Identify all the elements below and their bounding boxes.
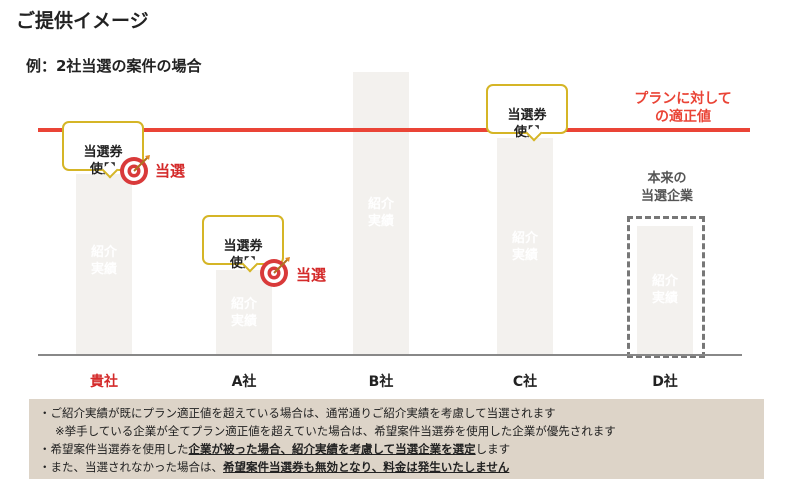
voucher-bubble-a: 当選券 使用 bbox=[202, 215, 284, 273]
note-line-3: ・希望案件当選券を使用した企業が被った場合、紹介実績を考慮して当選企業を選定しま… bbox=[39, 441, 510, 457]
original-winner-label: 本来の 当選企業 bbox=[640, 171, 693, 204]
note-line-1: ・ご紹介実績が既にプラン適正値を超えている場合は、通常通りご紹介実績を考慮して当… bbox=[39, 406, 556, 420]
bar-kisha: 紹介 実績 bbox=[76, 174, 132, 355]
note-text: ・希望案件当選券を使用した bbox=[39, 442, 189, 456]
notes-box: ・ご紹介実績が既にプラン適正値を超えている場合は、通常通りご紹介実績を考慮して当… bbox=[29, 399, 764, 479]
note-emphasis: 希望案件当選券も無効となり、料金は発生いたしません bbox=[223, 460, 510, 474]
company-label-b: B社 bbox=[368, 374, 394, 390]
company-label-kisha: 貴社 bbox=[90, 374, 118, 390]
won-label-kisha: 当選 bbox=[155, 162, 186, 180]
won-label-a: 当選 bbox=[296, 266, 327, 284]
note-text: ・また、当選されなかった場合は、 bbox=[39, 460, 223, 474]
target-icon bbox=[260, 257, 290, 287]
note-line-4: ・また、当選されなかった場合は、希望案件当選券も無効となり、料金は発生いたしませ… bbox=[39, 459, 509, 475]
bar-a: 紹介 実績 bbox=[216, 270, 272, 355]
company-label-a: A社 bbox=[231, 374, 257, 390]
company-label-d: D社 bbox=[652, 374, 678, 390]
bar-label: 紹介 実績 bbox=[651, 274, 678, 306]
bar-label: 紹介 実績 bbox=[230, 297, 257, 329]
note-line-2: ※挙手している企業が全てプラン適正値を超えていた場合は、希望案件当選券を使用した… bbox=[55, 424, 616, 438]
bar-b: 紹介 実績 bbox=[353, 72, 409, 355]
note-text: します bbox=[475, 442, 511, 456]
bar-label: 紹介 実績 bbox=[367, 197, 394, 229]
bar-d: 紹介 実績 bbox=[637, 226, 693, 355]
note-emphasis: 企業が被った場合、紹介実績を考慮して当選企業を選定 bbox=[188, 442, 476, 456]
company-label-c: C社 bbox=[512, 374, 538, 390]
original-winner-outline bbox=[627, 216, 705, 358]
voucher-bubble-c: 当選券 使用 bbox=[486, 84, 568, 142]
page-title: ご提供イメージ bbox=[16, 10, 149, 32]
plan-threshold-line bbox=[38, 128, 750, 132]
plan-threshold-label: プランに対して の適正値 bbox=[634, 91, 732, 125]
target-icon bbox=[120, 155, 150, 185]
bar-label: 紹介 実績 bbox=[90, 245, 117, 277]
bar-label: 紹介 実績 bbox=[511, 231, 538, 263]
chart-baseline bbox=[38, 354, 742, 356]
bar-c: 紹介 実績 bbox=[497, 138, 553, 355]
example-subtitle: 例：2社当選の案件の場合 bbox=[26, 57, 202, 75]
